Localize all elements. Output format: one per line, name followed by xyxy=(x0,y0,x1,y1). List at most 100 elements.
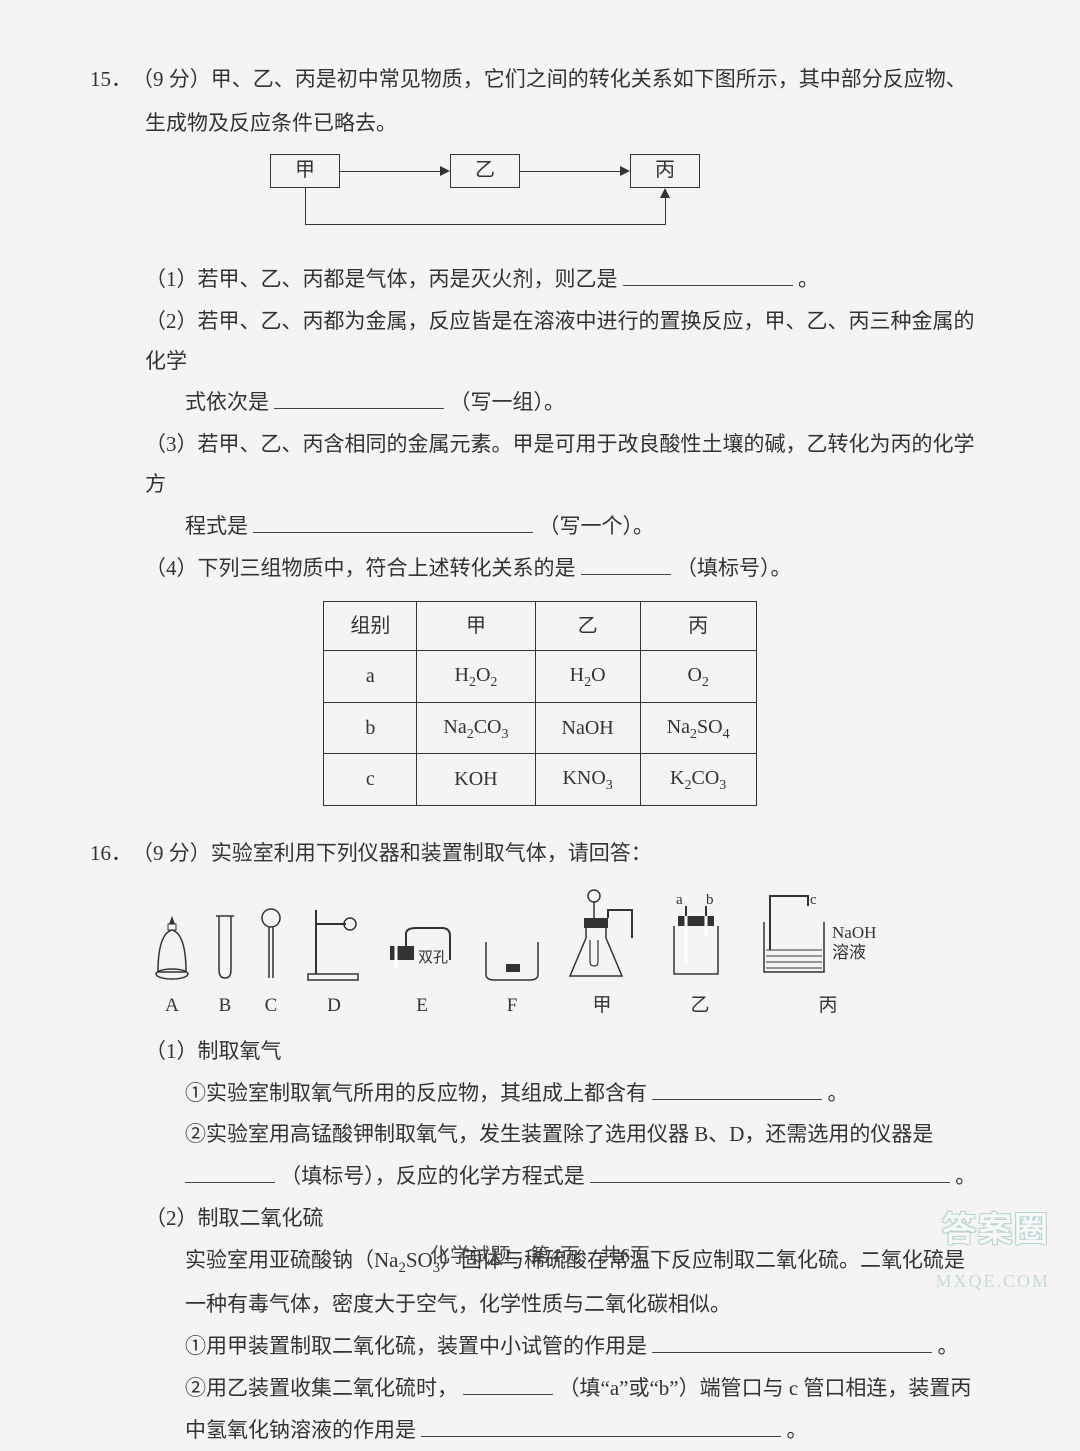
app-label: E xyxy=(416,988,428,1024)
flow-box-jia: 甲 xyxy=(270,154,340,188)
q16-points: （9 分） xyxy=(132,834,211,874)
blank xyxy=(463,1372,553,1395)
naoh-label-1: NaOH xyxy=(832,923,876,942)
punct: （写一组）。 xyxy=(450,390,566,414)
funnel-icon xyxy=(256,906,286,984)
apparatus-A: A xyxy=(150,912,194,1024)
text: ②实验室用高锰酸钾制取氧气，发生装置除了选用仪器 B、D，还需选用的仪器是 xyxy=(185,1122,933,1146)
app-label: F xyxy=(507,988,518,1024)
blank xyxy=(590,1160,950,1183)
th: 丙 xyxy=(640,601,756,650)
stopper-tube-icon: 双孔 xyxy=(382,920,462,984)
q15-sub2: （2）若甲、乙、丙都为金属，反应皆是在溶液中进行的置换反应，甲、乙、丙三种金属的… xyxy=(145,302,990,382)
arrowhead-icon xyxy=(620,166,630,176)
text: ①实验室制取氧气所用的反应物，其组成上都含有 xyxy=(185,1081,647,1105)
q15-flow-diagram: 甲 乙 丙 xyxy=(270,154,750,244)
punct: 。 xyxy=(938,1334,959,1358)
td: KNO3 xyxy=(535,754,640,806)
th: 组别 xyxy=(324,601,417,650)
arrow-jia-yi xyxy=(340,171,440,172)
q16-p1-l1: ①实验室制取氧气所用的反应物，其组成上都含有 。 xyxy=(145,1074,990,1114)
svg-text:c: c xyxy=(810,892,817,908)
q15-stem-line1: 甲、乙、丙是初中常见物质，它们之间的转化关系如下图所示，其中部分反应物、 xyxy=(211,60,967,100)
question-15: 15． （9 分） 甲、乙、丙是初中常见物质，它们之间的转化关系如下图所示，其中… xyxy=(90,60,990,806)
alcohol-lamp-icon xyxy=(150,912,194,984)
td: KOH xyxy=(417,754,535,806)
q16-stem: 16． （9 分） 实验室利用下列仪器和装置制取气体，请回答： xyxy=(90,834,990,874)
watermark: 答案圈 MXQE.COM xyxy=(935,1199,1050,1298)
watermark-line2: MXQE.COM xyxy=(935,1264,1050,1298)
q16-p2-l1: ①用甲装置制取二氧化硫，装置中小试管的作用是 。 xyxy=(145,1327,990,1367)
text: ①用甲装置制取二氧化硫，装置中小试管的作用是 xyxy=(185,1334,647,1358)
watermark-line1: 答案圈 xyxy=(942,1199,1050,1264)
flow-box-bing: 丙 xyxy=(630,154,700,188)
th: 甲 xyxy=(417,601,535,650)
conical-flask-setup-icon xyxy=(562,888,642,984)
page-footer: 化学试题 第4页 共6页 xyxy=(0,1237,1080,1275)
text: （填标号），反应的化学方程式是 xyxy=(280,1164,585,1188)
arrowhead-icon xyxy=(440,166,450,176)
naoh-label-2: 溶液 xyxy=(832,943,866,962)
table-row: 组别 甲 乙 丙 xyxy=(324,601,756,650)
iron-stand-icon xyxy=(304,904,364,984)
arrow-yi-bing xyxy=(520,171,620,172)
app-label: B xyxy=(219,988,232,1024)
apparatus-B: B xyxy=(212,912,238,1024)
q15-sub2-text: 式依次是 xyxy=(185,390,269,414)
q16-p2-l2a: ②用乙装置收集二氧化硫时， （填“a”或“b”）端管口与 c 管口相连，装置丙 xyxy=(145,1369,990,1409)
blank xyxy=(274,386,444,409)
text: （填“a”或“b”）端管口与 c 管口相连，装置丙 xyxy=(559,1376,972,1400)
blank xyxy=(652,1076,822,1099)
svg-text:a: a xyxy=(676,892,683,908)
apparatus-E: 双孔 E xyxy=(382,920,462,1024)
q16-stem-text: 实验室利用下列仪器和装置制取气体，请回答： xyxy=(211,834,652,874)
q15-sub3-line1: （3）若甲、乙、丙含相同的金属元素。甲是可用于改良酸性土壤的碱，乙转化为丙的化学… xyxy=(145,432,975,496)
td: NaOH xyxy=(535,702,640,754)
punct: 。 xyxy=(828,1081,849,1105)
td: Na2SO4 xyxy=(640,702,756,754)
apparatus-D: D xyxy=(304,904,364,1024)
q16-p2-intro-b: 一种有毒气体，密度大于空气，化学性质与二氧化碳相似。 xyxy=(145,1285,990,1325)
q15-sub1-text: （1）若甲、乙、丙都是气体，丙是灭火剂，则乙是 xyxy=(145,267,618,291)
arrow-branch-v2 xyxy=(665,198,666,225)
q16-p2-head: （2）制取二氧化硫 xyxy=(145,1199,990,1239)
blank xyxy=(421,1414,781,1437)
water-trough-icon xyxy=(480,934,544,984)
arrow-branch-h xyxy=(305,224,665,225)
punct: 。 xyxy=(798,267,819,291)
app-label: 丙 xyxy=(818,988,837,1024)
punct: 。 xyxy=(787,1418,808,1442)
text: 中氢氧化钠溶液的作用是 xyxy=(185,1418,416,1442)
q16-p1-head: （1）制取氧气 xyxy=(145,1032,990,1072)
text: ②用乙装置收集二氧化硫时， xyxy=(185,1376,458,1400)
q15-table: 组别 甲 乙 丙 a H2O2 H2O O2 b Na2CO3 NaOH Na2… xyxy=(323,601,756,806)
q16-number: 16． xyxy=(90,834,132,874)
app-label: D xyxy=(327,988,341,1024)
app-label: A xyxy=(165,988,179,1024)
q15-sub3-text: 程式是 xyxy=(185,514,248,538)
td: K2CO3 xyxy=(640,754,756,806)
q16-p2-l2c: 中氢氧化钠溶液的作用是 。 xyxy=(145,1411,990,1451)
q15-number: 15． xyxy=(90,60,132,100)
q15-sub3-cont: 程式是 （写一个）。 xyxy=(145,507,990,547)
td: c xyxy=(324,754,417,806)
q15-stem-line2: 生成物及反应条件已略去。 xyxy=(145,111,397,135)
apparatus-F: F xyxy=(480,934,544,1024)
flow-box-yi: 乙 xyxy=(450,154,520,188)
blank xyxy=(623,263,793,286)
annot-double-hole: 双孔 xyxy=(418,949,448,966)
punct: （写一个）。 xyxy=(539,514,655,538)
test-tube-icon xyxy=(212,912,238,984)
blank xyxy=(652,1330,932,1353)
td: Na2CO3 xyxy=(417,702,535,754)
q15-points: （9 分） xyxy=(132,60,211,100)
blank xyxy=(185,1160,275,1183)
svg-text:b: b xyxy=(706,892,714,908)
apparatus-yi: a b 乙 xyxy=(660,892,740,1024)
q15-sub2-line1: （2）若甲、乙、丙都为金属，反应皆是在溶液中进行的置换反应，甲、乙、丙三种金属的… xyxy=(145,309,975,373)
table-row: c KOH KNO3 K2CO3 xyxy=(324,754,756,806)
th: 乙 xyxy=(535,601,640,650)
q15-sub4: （4）下列三组物质中，符合上述转化关系的是 （填标号）。 xyxy=(145,549,990,589)
td: b xyxy=(324,702,417,754)
table-row: b Na2CO3 NaOH Na2SO4 xyxy=(324,702,756,754)
